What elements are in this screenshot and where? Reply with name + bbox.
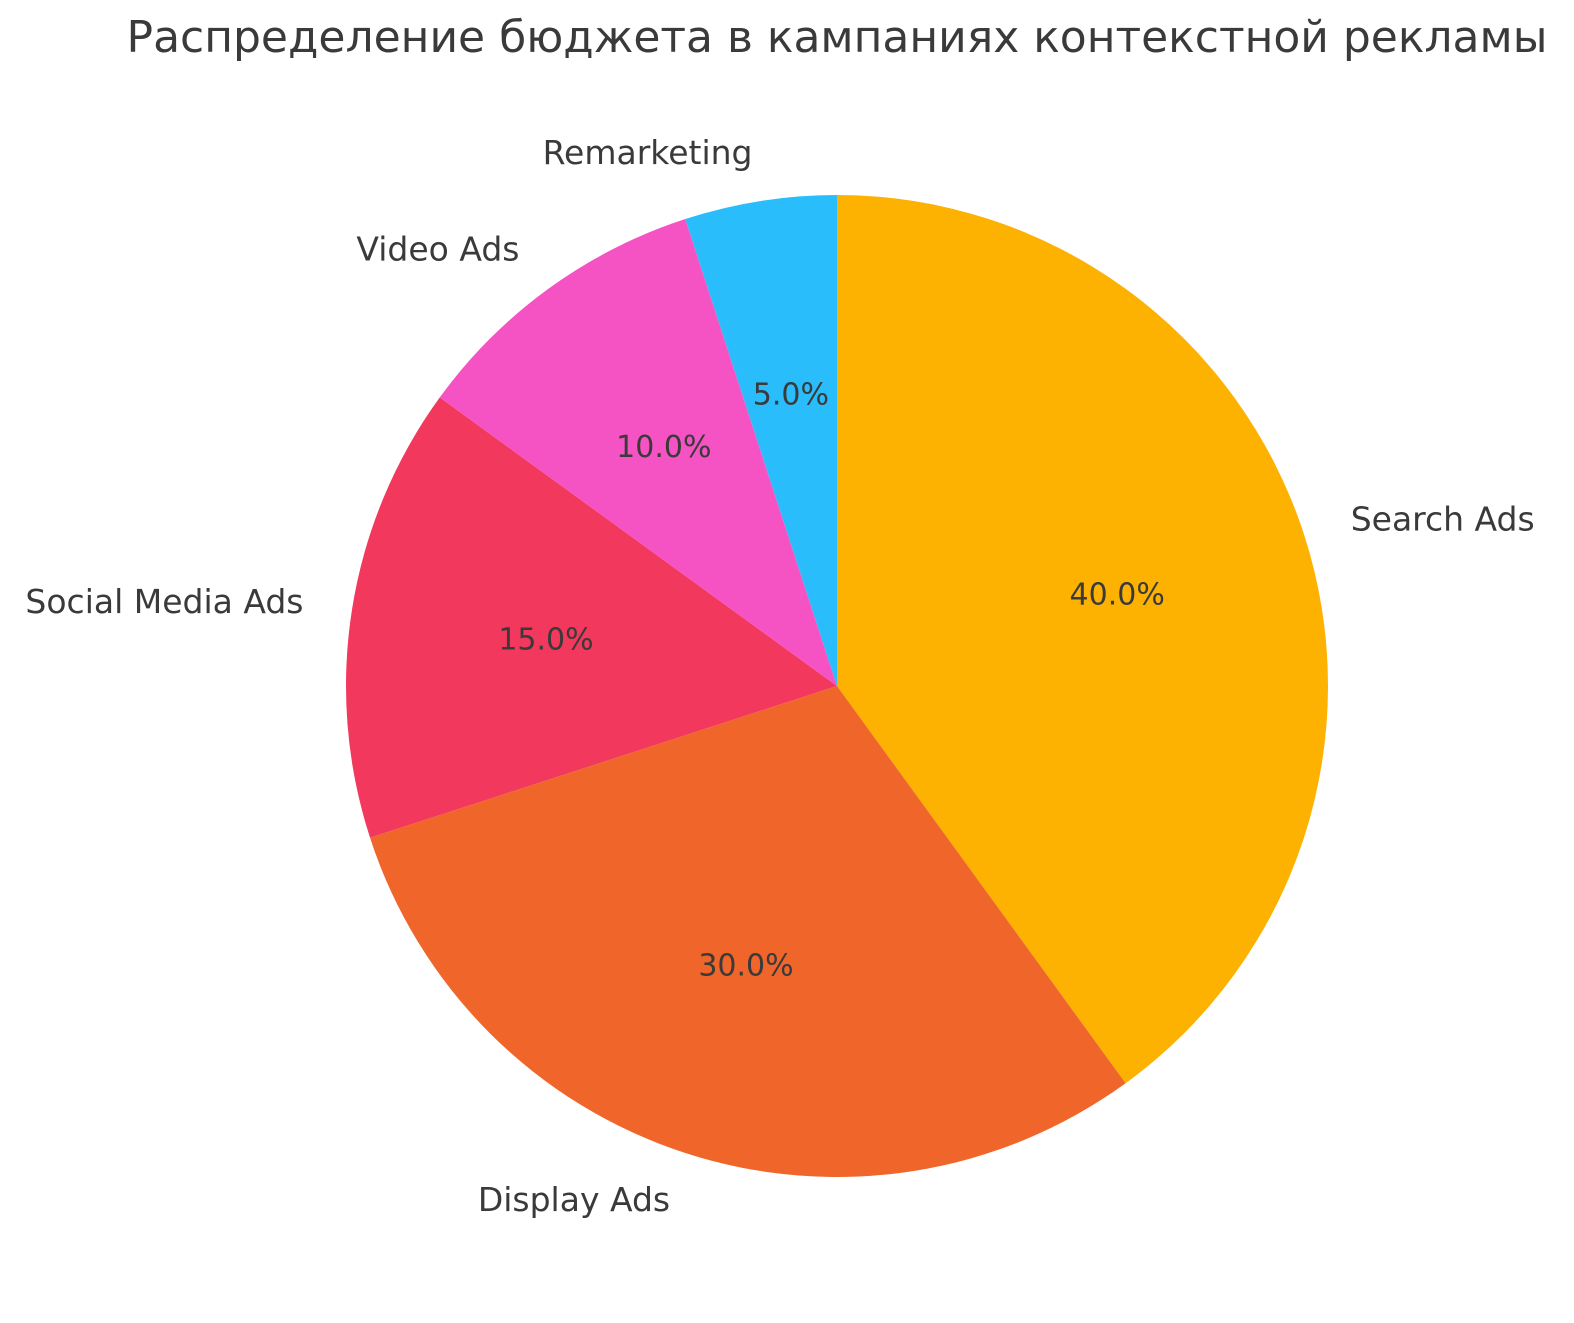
pie-label-remarketing: Remarketing: [543, 133, 753, 172]
pie-label-social-media-ads: Social Media Ads: [25, 582, 303, 621]
pie-label-video-ads: Video Ads: [356, 230, 519, 269]
pie-percent-social-media-ads: 15.0%: [498, 622, 593, 657]
pie-slice-remarketing: [685, 195, 837, 686]
pie-percent-video-ads: 10.0%: [616, 430, 711, 465]
pie-slice-search-ads: [837, 195, 1329, 1084]
pie-slice-social-media-ads: [345, 397, 837, 838]
pie-label-display-ads: Display Ads: [478, 1180, 670, 1219]
chart-title: Распределение бюджета в кампаниях контек…: [126, 12, 1548, 63]
pie-percent-display-ads: 30.0%: [698, 949, 793, 984]
pie-slice-display-ads: [370, 686, 1126, 1178]
pie-percent-remarketing: 5.0%: [753, 378, 829, 413]
pie-label-search-ads: Search Ads: [1351, 500, 1535, 539]
pie-percent-search-ads: 40.0%: [1070, 578, 1165, 613]
pie-slice-video-ads: [439, 219, 837, 686]
